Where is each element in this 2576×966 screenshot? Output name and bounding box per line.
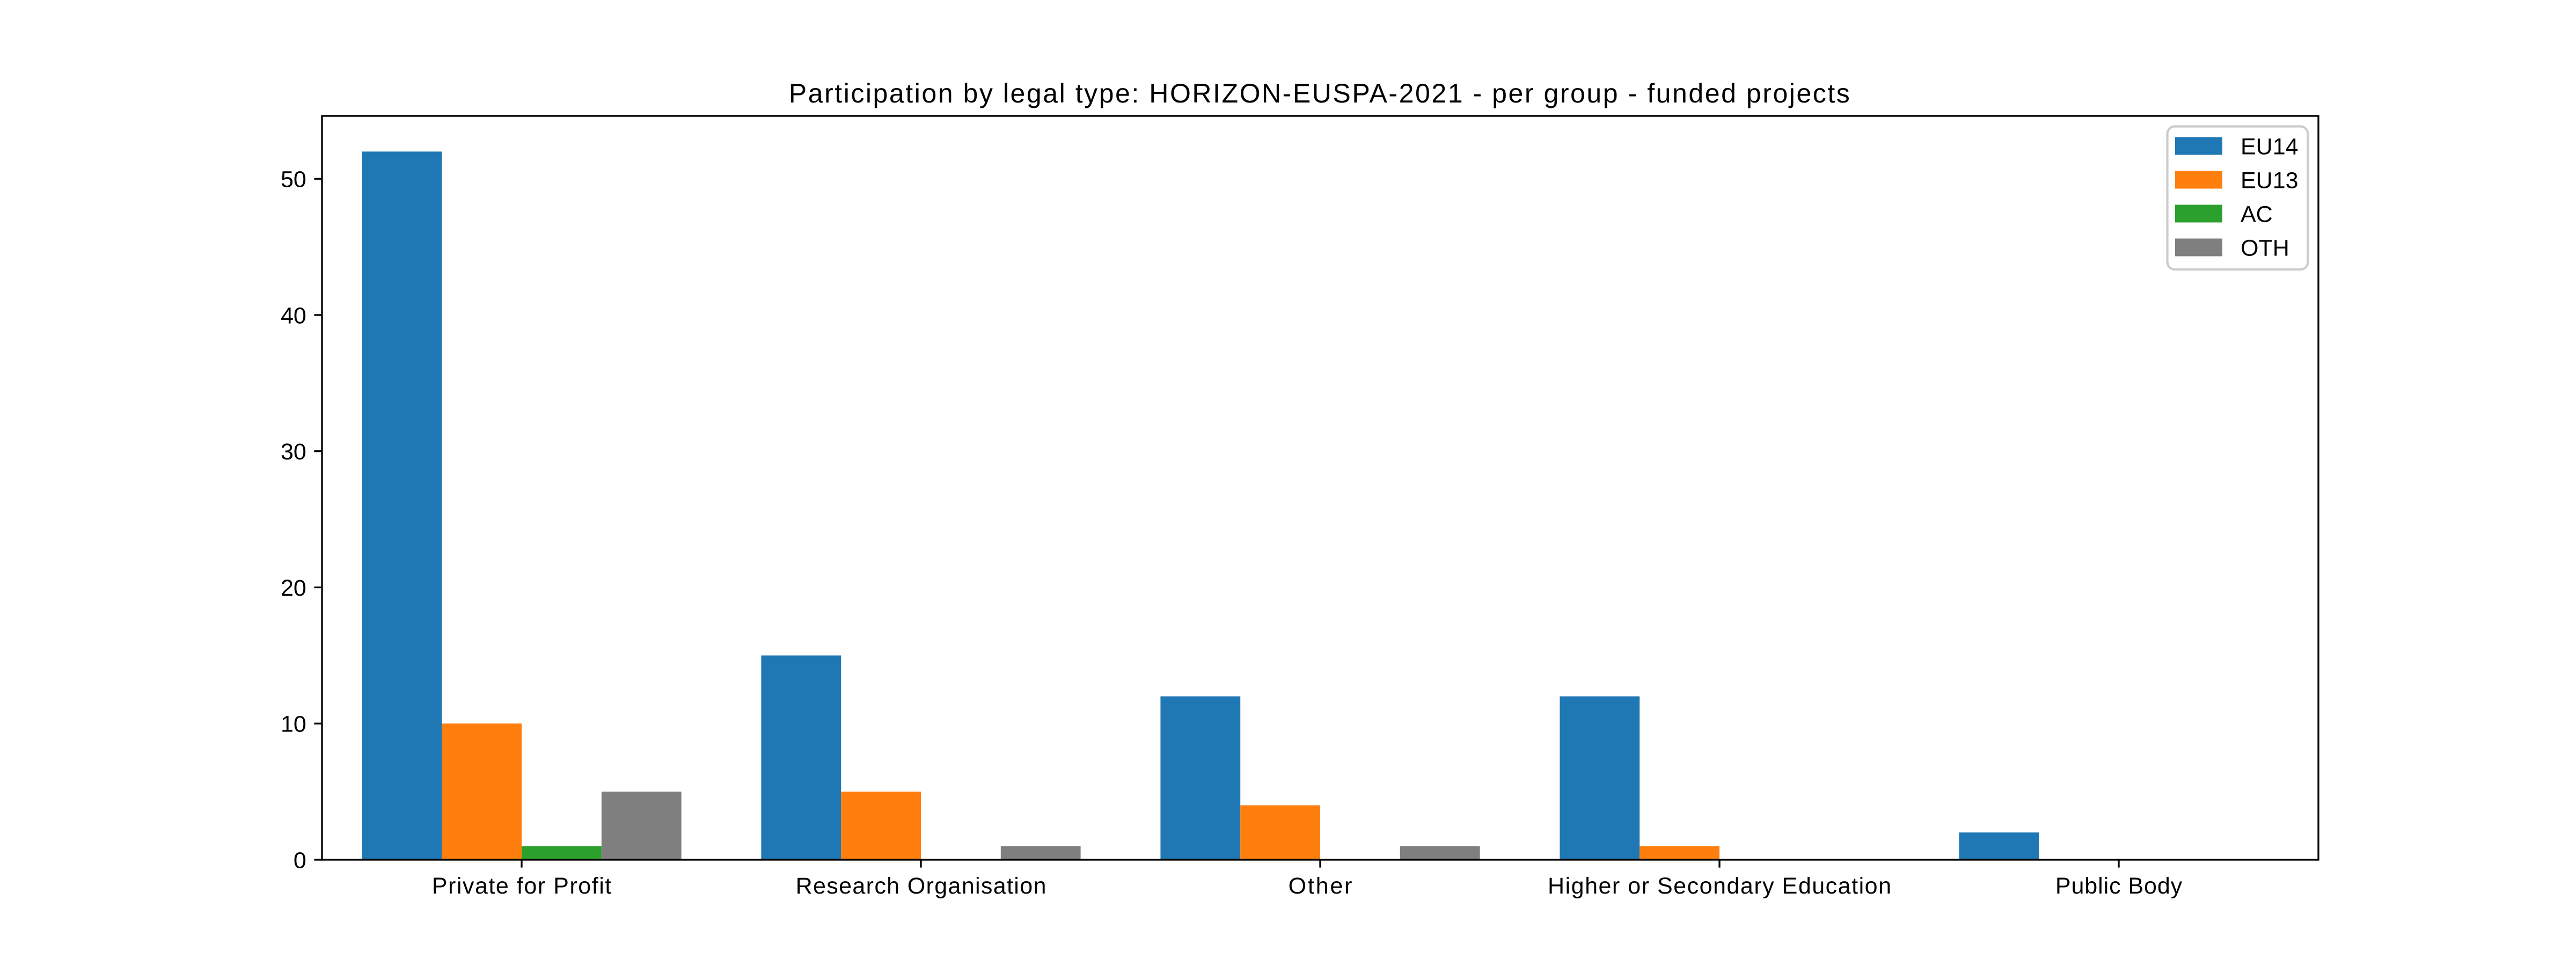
svg-text:OTH: OTH xyxy=(2241,235,2289,261)
svg-text:AC: AC xyxy=(2241,201,2273,227)
svg-text:EU14: EU14 xyxy=(2241,134,2299,159)
svg-text:Public Body: Public Body xyxy=(2055,873,2183,899)
svg-text:30: 30 xyxy=(281,439,306,465)
svg-text:Private for Profit: Private for Profit xyxy=(432,873,612,899)
svg-text:0: 0 xyxy=(294,847,306,873)
svg-text:20: 20 xyxy=(281,575,306,601)
svg-text:40: 40 xyxy=(281,303,306,328)
svg-text:Research Organisation: Research Organisation xyxy=(796,873,1046,899)
svg-text:50: 50 xyxy=(281,167,306,193)
svg-text:Higher or Secondary Education: Higher or Secondary Education xyxy=(1548,873,1891,899)
svg-text:EU13: EU13 xyxy=(2241,167,2299,193)
svg-text:Other: Other xyxy=(1289,873,1352,899)
svg-text:10: 10 xyxy=(281,712,306,737)
svg-text:Participation by legal type: H: Participation by legal type: HORIZON-EUS… xyxy=(789,78,1850,108)
